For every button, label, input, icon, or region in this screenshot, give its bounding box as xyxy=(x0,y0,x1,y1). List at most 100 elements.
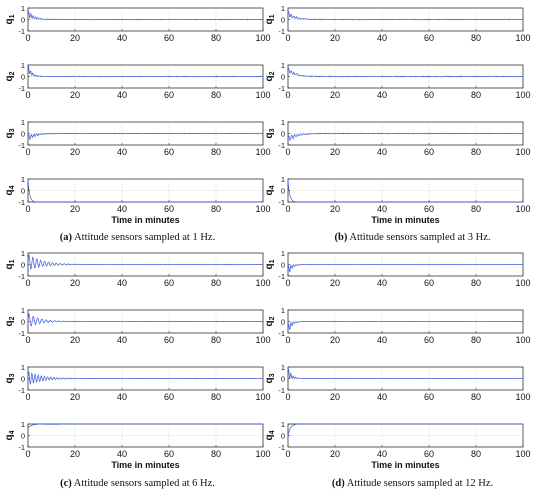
x-tick-label: 60 xyxy=(164,449,174,459)
y-tick-label: 0 xyxy=(281,318,285,327)
x-tick-label: 100 xyxy=(515,449,530,459)
y-axis-label-q2: q2 xyxy=(264,316,276,326)
y-tick-label: -1 xyxy=(18,198,25,207)
x-tick-label: 20 xyxy=(70,147,80,157)
x-tick-label: 100 xyxy=(515,147,530,157)
x-tick-label: 40 xyxy=(117,33,127,43)
x-tick-label: 60 xyxy=(424,335,434,345)
x-tick-label: 60 xyxy=(424,449,434,459)
y-axis-label-q1: q1 xyxy=(4,259,16,269)
y-axis-label-q1: q1 xyxy=(264,14,276,24)
y-tick-label: -1 xyxy=(278,198,285,207)
x-tick-label: 80 xyxy=(211,204,221,214)
y-tick-label: 1 xyxy=(21,118,25,127)
x-tick-label: 20 xyxy=(330,278,340,288)
x-tick-label: 20 xyxy=(330,449,340,459)
x-tick-label: 0 xyxy=(285,335,290,345)
caption-a: (a) Attitude sensors sampled at 1 Hz. xyxy=(0,232,275,243)
y-tick-label: 0 xyxy=(281,16,285,25)
y-axis-label-q2: q2 xyxy=(264,71,276,81)
y-tick-label: 1 xyxy=(281,61,285,70)
x-tick-label: 0 xyxy=(25,335,30,345)
x-tick-label: 40 xyxy=(377,335,387,345)
x-tick-label: 60 xyxy=(164,33,174,43)
x-tick-label: 60 xyxy=(164,278,174,288)
x-tick-label: 100 xyxy=(255,90,270,100)
x-tick-label: 20 xyxy=(70,449,80,459)
x-tick-label: 40 xyxy=(117,335,127,345)
x-tick-label: 40 xyxy=(117,392,127,402)
y-tick-label: 0 xyxy=(281,432,285,441)
y-tick-label: -1 xyxy=(18,272,25,281)
x-tick-label: 60 xyxy=(164,204,174,214)
y-tick-label: 1 xyxy=(281,4,285,13)
x-tick-label: 0 xyxy=(285,449,290,459)
x-tick-label: 40 xyxy=(377,204,387,214)
x-tick-label: 20 xyxy=(70,33,80,43)
x-tick-label: 60 xyxy=(424,90,434,100)
x-tick-label: 80 xyxy=(211,392,221,402)
y-tick-label: 1 xyxy=(21,249,25,258)
x-tick-label: 40 xyxy=(117,204,127,214)
x-axis-label-b: Time in minutes xyxy=(371,215,439,225)
y-axis-label-q4: q4 xyxy=(4,185,16,195)
x-tick-label: 0 xyxy=(25,449,30,459)
y-tick-label: 1 xyxy=(21,420,25,429)
y-tick-label: 0 xyxy=(21,375,25,384)
x-tick-label: 0 xyxy=(285,147,290,157)
y-axis-label-q2: q2 xyxy=(4,316,16,326)
y-axis-label-q4: q4 xyxy=(264,430,276,440)
y-tick-label: -1 xyxy=(18,329,25,338)
series-line-q2 xyxy=(287,321,524,330)
y-tick-label: 1 xyxy=(281,363,285,372)
series-line-q3 xyxy=(27,132,264,140)
y-tick-label: 0 xyxy=(21,73,25,82)
x-tick-label: 40 xyxy=(377,90,387,100)
y-tick-label: -1 xyxy=(278,443,285,452)
x-tick-label: 80 xyxy=(471,147,481,157)
series-line-q1 xyxy=(27,10,264,21)
x-axis-label-d: Time in minutes xyxy=(371,460,439,470)
x-tick-label: 80 xyxy=(211,90,221,100)
y-tick-label: -1 xyxy=(278,27,285,36)
x-tick-label: 100 xyxy=(255,392,270,402)
y-tick-label: -1 xyxy=(18,443,25,452)
y-axis-label-q4: q4 xyxy=(4,430,16,440)
x-tick-label: 60 xyxy=(424,147,434,157)
caption-tag-c: (c) xyxy=(60,478,72,489)
x-tick-label: 80 xyxy=(471,278,481,288)
x-tick-label: 40 xyxy=(377,392,387,402)
x-tick-label: 20 xyxy=(70,204,80,214)
x-tick-label: 60 xyxy=(424,33,434,43)
y-axis-label-q3: q3 xyxy=(4,128,16,138)
y-tick-label: 0 xyxy=(21,432,25,441)
x-tick-label: 60 xyxy=(164,90,174,100)
x-axis-label-c: Time in minutes xyxy=(111,460,179,470)
x-tick-label: 20 xyxy=(70,392,80,402)
x-tick-label: 40 xyxy=(117,449,127,459)
x-axis-label-a: Time in minutes xyxy=(111,215,179,225)
x-tick-label: 80 xyxy=(211,33,221,43)
y-axis-label-q1: q1 xyxy=(264,259,276,269)
x-tick-label: 100 xyxy=(515,204,530,214)
x-tick-label: 0 xyxy=(25,90,30,100)
x-tick-label: 60 xyxy=(424,204,434,214)
series-line-q3 xyxy=(287,368,524,380)
y-axis-label-q2: q2 xyxy=(4,71,16,81)
x-tick-label: 100 xyxy=(255,278,270,288)
x-tick-label: 100 xyxy=(515,335,530,345)
x-tick-label: 0 xyxy=(25,278,30,288)
x-tick-label: 80 xyxy=(471,90,481,100)
y-tick-label: 0 xyxy=(281,187,285,196)
series-line-q4 xyxy=(27,180,263,203)
series-line-q2 xyxy=(287,67,524,78)
caption-b: (b) Attitude sensors sampled at 3 Hz. xyxy=(275,232,550,243)
x-tick-label: 40 xyxy=(377,147,387,157)
x-tick-label: 100 xyxy=(255,449,270,459)
